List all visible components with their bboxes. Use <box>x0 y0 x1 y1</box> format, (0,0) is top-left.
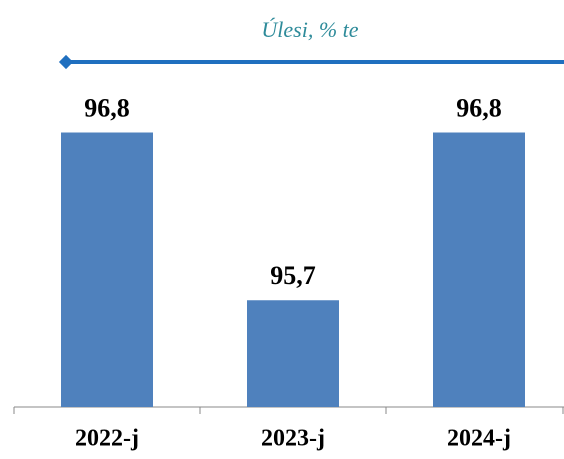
x-tick-label: 2023-j <box>261 426 325 452</box>
bar <box>433 132 525 407</box>
title-marker <box>58 54 74 70</box>
x-tick-label: 2024-j <box>447 426 511 452</box>
value-label: 95,7 <box>270 261 316 290</box>
chart-title: Úlesi, % te <box>261 17 358 42</box>
x-tick-label: 2022-j <box>75 426 139 452</box>
bar <box>247 300 339 407</box>
bar <box>61 132 153 407</box>
value-label: 96,8 <box>84 93 130 122</box>
value-label: 96,8 <box>456 93 502 122</box>
